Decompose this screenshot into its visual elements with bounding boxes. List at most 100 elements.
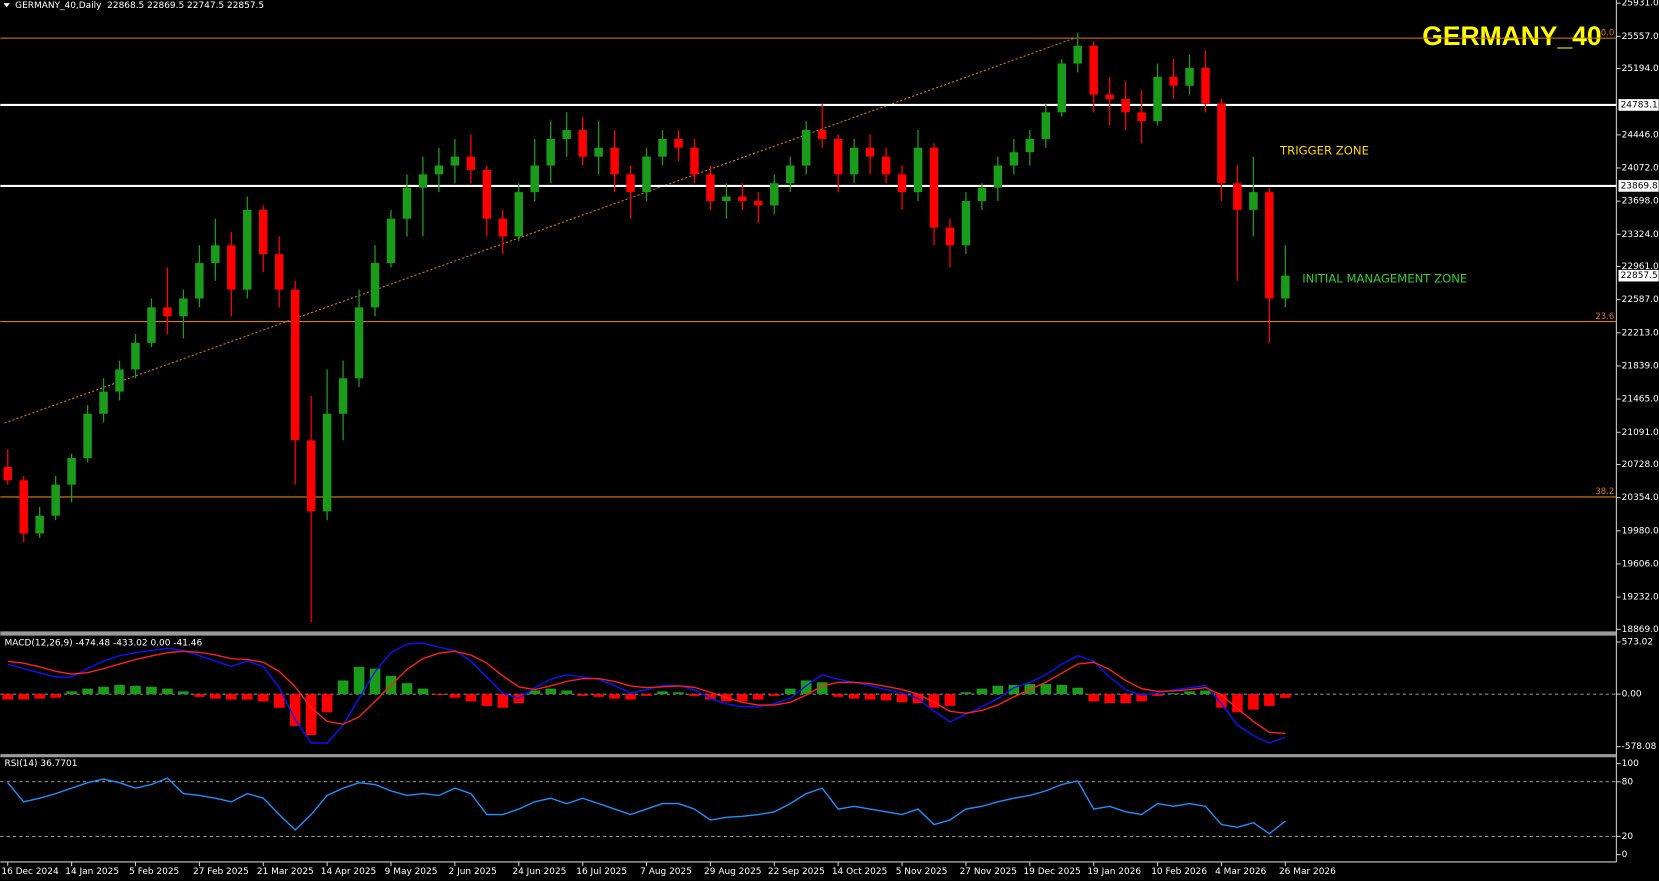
candle-body bbox=[738, 196, 747, 201]
y-tick-label: 19232.0 bbox=[1622, 593, 1659, 603]
x-tick-label: 26 Mar 2026 bbox=[1279, 867, 1336, 877]
candle-body bbox=[849, 147, 859, 175]
chart-title: GERMANY_40 bbox=[1422, 21, 1601, 51]
price-level-label: 23869.8 bbox=[1621, 181, 1658, 191]
candle-body bbox=[530, 165, 539, 193]
x-tick-label: 4 Mar 2026 bbox=[1215, 867, 1266, 877]
y-tick-label: 23324.0 bbox=[1622, 230, 1659, 240]
histogram-bar bbox=[673, 692, 684, 695]
histogram-bar bbox=[1104, 694, 1115, 704]
histogram-bar bbox=[832, 694, 844, 697]
y-tick-label: 25931.0 bbox=[1622, 0, 1659, 9]
y-tick-label: 20 bbox=[1622, 832, 1634, 842]
histogram-bar bbox=[800, 680, 812, 695]
y-tick-label: 21839.0 bbox=[1622, 361, 1659, 371]
price-level-label: 24783.1 bbox=[1621, 100, 1658, 110]
candle-body bbox=[1025, 138, 1035, 153]
histogram-bar bbox=[896, 694, 908, 703]
x-tick-label: 2 Jun 2025 bbox=[449, 867, 497, 877]
candle-body bbox=[322, 413, 332, 512]
x-tick-label: 27 Feb 2025 bbox=[193, 867, 249, 877]
candle-body bbox=[1137, 112, 1146, 122]
candle-body bbox=[290, 289, 300, 441]
histogram-bar bbox=[753, 694, 764, 700]
histogram-bar bbox=[449, 694, 461, 698]
x-tick-label: 27 Nov 2025 bbox=[960, 867, 1017, 877]
histogram-bar bbox=[593, 694, 604, 697]
indicator-label: MACD(12,26,9) -474.48 -433.02 0.00 -41.4… bbox=[5, 639, 203, 649]
candle-body bbox=[1281, 275, 1290, 299]
histogram-bar bbox=[992, 685, 1004, 695]
candle-body bbox=[1201, 67, 1210, 104]
x-tick-label: 22 Sep 2025 bbox=[768, 867, 825, 877]
x-tick-label: 5 Nov 2025 bbox=[896, 867, 948, 877]
y-tick-label: 25557.0 bbox=[1622, 32, 1659, 42]
histogram-bar bbox=[34, 694, 45, 699]
fib-label: 23.6 bbox=[1595, 311, 1614, 321]
histogram-bar bbox=[146, 686, 157, 695]
y-tick-label: -578.08 bbox=[1622, 742, 1657, 752]
histogram-bar bbox=[880, 694, 892, 701]
candle-body bbox=[977, 187, 987, 201]
candle-body bbox=[386, 218, 396, 264]
histogram-bar bbox=[1120, 694, 1131, 704]
candle-body bbox=[546, 138, 555, 166]
menu-triangle[interactable] bbox=[3, 3, 10, 8]
y-tick-label: 20354.0 bbox=[1622, 493, 1659, 503]
histogram-bar bbox=[417, 688, 429, 695]
candle-body bbox=[35, 515, 44, 534]
x-tick-label: 29 Aug 2025 bbox=[704, 867, 761, 877]
y-tick-label: 21091.0 bbox=[1622, 428, 1659, 438]
histogram-bar bbox=[1040, 684, 1052, 695]
histogram-bar bbox=[737, 694, 748, 702]
histogram-bar bbox=[944, 694, 956, 706]
candle-body bbox=[179, 298, 188, 317]
x-tick-label: 14 Apr 2025 bbox=[321, 867, 376, 877]
histogram-bar bbox=[98, 686, 109, 695]
candle-body bbox=[594, 147, 603, 157]
histogram-bar bbox=[162, 688, 173, 695]
histogram-bar bbox=[226, 694, 237, 700]
y-tick-label: 19980.0 bbox=[1622, 526, 1659, 536]
histogram-bar bbox=[1216, 694, 1227, 708]
y-tick-label: 0.00 bbox=[1622, 690, 1642, 700]
histogram-bar bbox=[66, 691, 77, 695]
candle-body bbox=[562, 130, 571, 139]
histogram-bar bbox=[82, 688, 93, 695]
candle-body bbox=[306, 440, 316, 512]
candle-body bbox=[690, 147, 699, 175]
candle-body bbox=[674, 138, 683, 148]
candle-body bbox=[1041, 112, 1051, 139]
x-tick-label: 24 Jun 2025 bbox=[512, 867, 566, 877]
histogram-bar bbox=[465, 694, 477, 702]
histogram-bar bbox=[210, 694, 221, 699]
candle-body bbox=[466, 156, 476, 170]
candle-body bbox=[610, 147, 619, 175]
x-tick-label: 9 May 2025 bbox=[385, 867, 438, 877]
candle-body bbox=[3, 466, 12, 481]
candle-body bbox=[706, 174, 715, 201]
candle-body bbox=[626, 174, 635, 193]
candle-body bbox=[338, 378, 348, 414]
histogram-bar bbox=[321, 694, 333, 713]
price-label-box bbox=[1618, 99, 1659, 111]
last-price-label: 22857.5 bbox=[1621, 271, 1658, 281]
histogram-bar bbox=[928, 694, 940, 708]
candle-body bbox=[1217, 103, 1226, 184]
candle-body bbox=[658, 138, 667, 157]
y-tick-label: 24446.0 bbox=[1622, 130, 1659, 140]
candle-body bbox=[1009, 152, 1019, 166]
rsi-line bbox=[7, 777, 1286, 835]
candle-body bbox=[243, 209, 252, 290]
y-tick-label: 25194.0 bbox=[1622, 64, 1659, 74]
candle-body bbox=[578, 130, 587, 157]
histogram-bar bbox=[609, 694, 620, 699]
candle-body bbox=[881, 156, 891, 175]
candle-body bbox=[1185, 67, 1194, 86]
candle-body bbox=[115, 369, 124, 392]
candle-body bbox=[1153, 76, 1162, 122]
histogram-bar bbox=[689, 694, 700, 696]
candle-body bbox=[1169, 76, 1178, 86]
candle-body bbox=[354, 307, 364, 379]
